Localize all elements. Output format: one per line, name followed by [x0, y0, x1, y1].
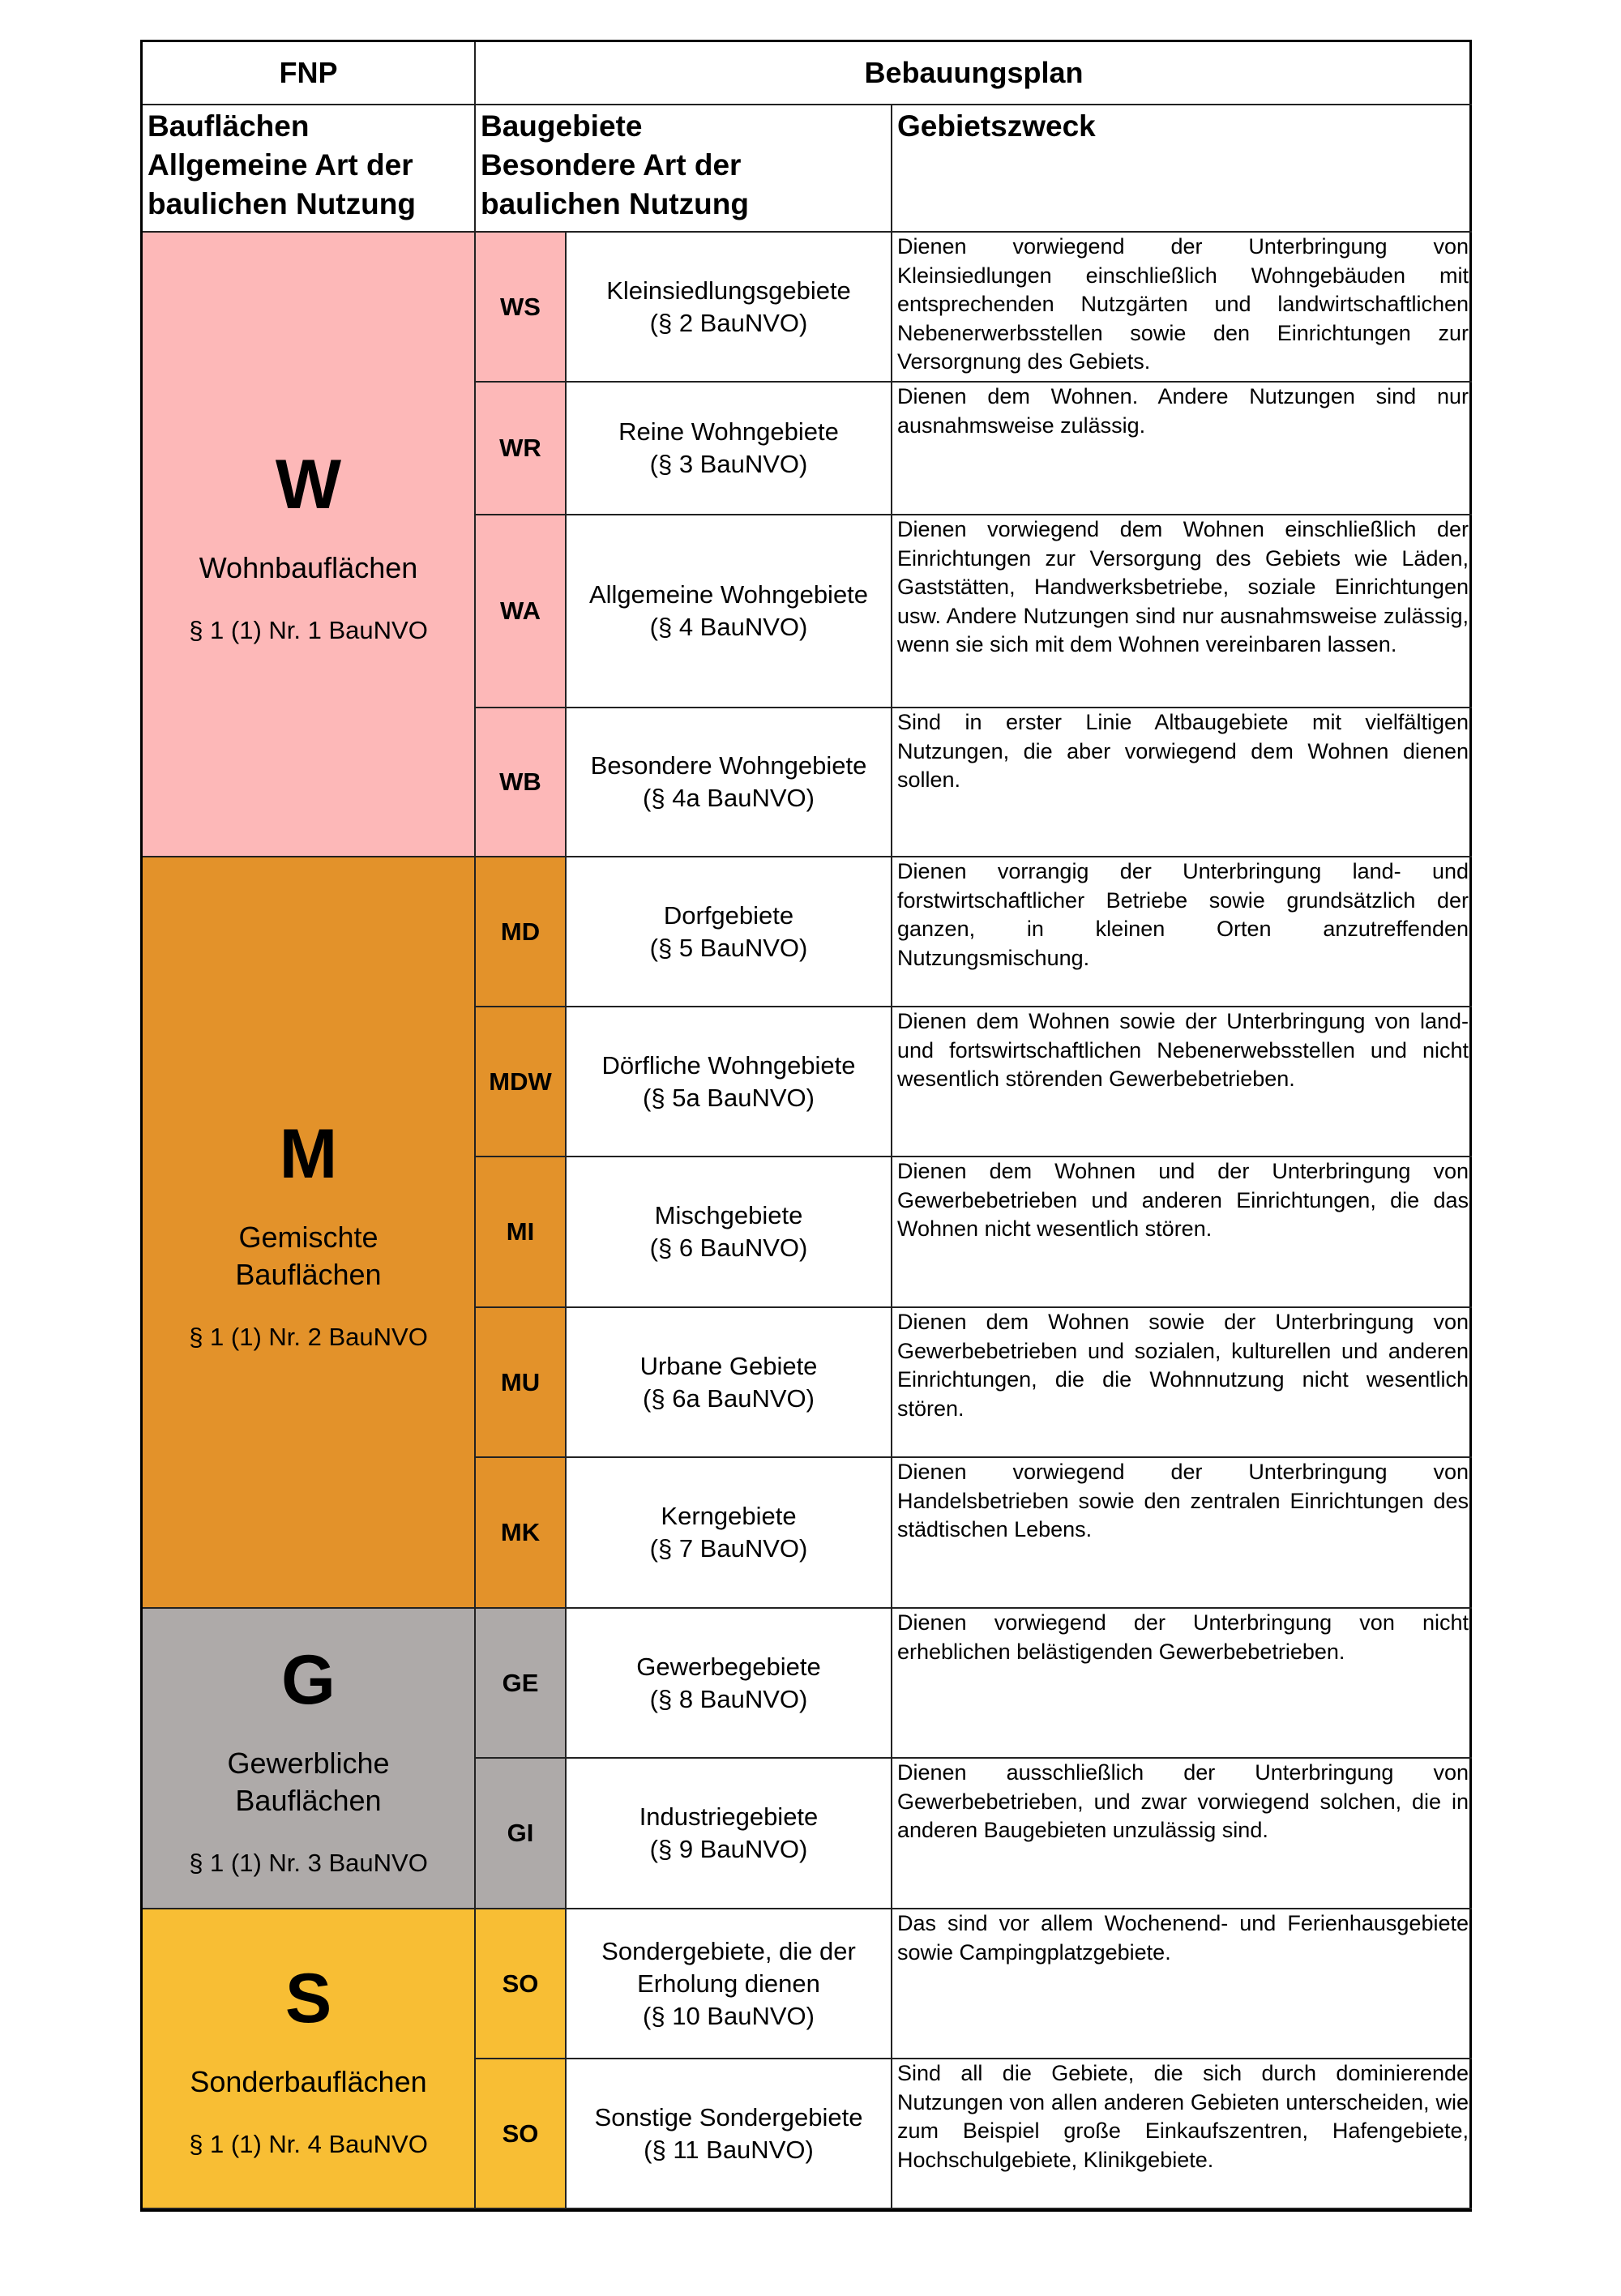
area-code: WR: [476, 383, 567, 515]
subheader-bauflaechen: Bauflächen Allgemeine Art der baulichen …: [143, 105, 476, 233]
group-name: Sonderbauflächen: [190, 2065, 427, 2098]
area-name: Sonstige Sondergebiete: [594, 2102, 863, 2131]
area-purpose: Dienen vorwiegend dem Wohnen einschließl…: [892, 515, 1472, 708]
area-purpose: Dienen vorwiegend der Unterbringung von …: [892, 1458, 1472, 1609]
subheader-gebietszweck: Gebietszweck: [892, 105, 1472, 233]
group-s: S Sonderbauflächen § 1 (1) Nr. 4 BauNVO: [143, 1909, 476, 2209]
area-reference: (§ 7 BauNVO): [649, 1534, 808, 1563]
area-name: Urbane Gebiete: [639, 1351, 818, 1380]
area-reference: (§ 11 BauNVO): [644, 2135, 814, 2164]
area-name: Dörfliche Wohngebiete: [601, 1050, 856, 1080]
area-name: Kerngebiete: [661, 1502, 797, 1530]
area-name-cell: Mischgebiete (§ 6 BauNVO): [567, 1157, 892, 1308]
area-reference: (§ 4a BauNVO): [643, 784, 815, 812]
group-name: Wohnbauflächen: [199, 550, 418, 584]
area-code: SO: [476, 2059, 567, 2209]
area-reference: (§ 10 BauNVO): [643, 2001, 815, 2030]
area-name-cell: Sonstige Sondergebiete (§ 11 BauNVO): [567, 2059, 892, 2209]
group-reference: § 1 (1) Nr. 3 BauNVO: [189, 1848, 428, 1877]
area-reference: (§ 5a BauNVO): [643, 1083, 815, 1112]
area-code: WA: [476, 515, 567, 708]
group-m: M Gemischte Bauflächen § 1 (1) Nr. 2 BauNV…: [143, 857, 476, 1609]
group-reference: § 1 (1) Nr. 2 BauNVO: [189, 1322, 428, 1351]
group-letter: M: [279, 1114, 338, 1193]
area-code: GE: [476, 1609, 567, 1759]
subheader-baugebiete: Baugebiete Besondere Art der baulichen N…: [476, 105, 892, 233]
area-name: Industriegebiete: [639, 1802, 819, 1831]
area-name: Kleinsiedlungsgebiete: [606, 276, 851, 305]
group-g: G Gewerbliche Bauflächen § 1 (1) Nr. 3 Bau…: [143, 1609, 476, 1909]
area-purpose: Sind in erster Linie Altbaugebiete mit v…: [892, 708, 1472, 857]
area-purpose: Dienen vorwiegend der Unterbringung von …: [892, 233, 1472, 383]
area-name: Besondere Wohngebiete: [590, 751, 867, 780]
area-purpose: Dienen vorwiegend der Unterbringung von …: [892, 1609, 1472, 1759]
area-purpose: Sind all die Gebiete, die sich durch dom…: [892, 2059, 1472, 2209]
group-letter: G: [281, 1640, 336, 1719]
area-purpose: Dienen ausschließlich der Unterbringung …: [892, 1759, 1472, 1909]
area-code: MK: [476, 1458, 567, 1609]
area-name: Dorfgebiete: [663, 900, 794, 930]
area-reference: (§ 6 BauNVO): [649, 1234, 808, 1262]
area-code: MI: [476, 1157, 567, 1308]
area-purpose: Dienen dem Wohnen und der Unterbringung …: [892, 1157, 1472, 1308]
area-code: GI: [476, 1759, 567, 1909]
header-fnp: FNP: [143, 42, 476, 105]
area-name-cell: Reine Wohngebiete (§ 3 BauNVO): [567, 383, 892, 515]
area-reference: (§ 2 BauNVO): [649, 308, 808, 337]
area-reference: (§ 3 BauNVO): [649, 450, 808, 478]
area-code: SO: [476, 1909, 567, 2059]
group-name: Gewerbliche Bauflächen: [227, 1746, 390, 1817]
area-code: WS: [476, 233, 567, 383]
area-name-cell: Dörfliche Wohngebiete (§ 5a BauNVO): [567, 1007, 892, 1157]
header-bebauungsplan: Bebauungsplan: [476, 42, 1472, 105]
area-name-cell: Gewerbegebiete (§ 8 BauNVO): [567, 1609, 892, 1759]
area-name-cell: Besondere Wohngebiete (§ 4a BauNVO): [567, 708, 892, 857]
area-name: Sondergebiete, die der Erholung dienen: [601, 1936, 856, 1998]
area-name-cell: Kerngebiete (§ 7 BauNVO): [567, 1458, 892, 1609]
area-reference: (§ 9 BauNVO): [649, 1835, 808, 1863]
group-reference: § 1 (1) Nr. 1 BauNVO: [189, 615, 428, 644]
group-reference: § 1 (1) Nr. 4 BauNVO: [189, 2130, 428, 2158]
area-purpose: Das sind vor allem Wochenend- und Ferien…: [892, 1909, 1472, 2059]
area-name: Gewerbegebiete: [636, 1652, 821, 1681]
group-letter: W: [275, 445, 342, 524]
area-reference: (§ 6a BauNVO): [643, 1383, 815, 1413]
area-name-cell: Kleinsiedlungsgebiete (§ 2 BauNVO): [567, 233, 892, 383]
area-reference: (§ 8 BauNVO): [649, 1684, 808, 1713]
area-purpose: Dienen dem Wohnen sowie der Unterbringun…: [892, 1308, 1472, 1458]
area-code: MDW: [476, 1007, 567, 1157]
group-w: W Wohnbauflächen § 1 (1) Nr. 1 BauNVO: [143, 233, 476, 857]
area-name-cell: Sondergebiete, die der Erholung dienen (§…: [567, 1909, 892, 2059]
baunutzung-table: FNP Bebauungsplan Bauflächen Allgemeine …: [140, 40, 1472, 2212]
area-code: MU: [476, 1308, 567, 1458]
area-purpose: Dienen vorrangig der Unterbringung land-…: [892, 857, 1472, 1007]
area-purpose: Dienen dem Wohnen. Andere Nutzungen sind…: [892, 383, 1472, 515]
area-reference: (§ 4 BauNVO): [649, 613, 808, 641]
area-name: Mischgebiete: [654, 1201, 803, 1229]
area-name-cell: Allgemeine Wohngebiete (§ 4 BauNVO): [567, 515, 892, 708]
group-name: Gemischte Bauflächen: [235, 1220, 382, 1291]
area-reference: (§ 5 BauNVO): [649, 933, 808, 962]
area-name-cell: Industriegebiete (§ 9 BauNVO): [567, 1759, 892, 1909]
area-name: Reine Wohngebiete: [618, 417, 839, 446]
area-name-cell: Dorfgebiete (§ 5 BauNVO): [567, 857, 892, 1007]
area-purpose: Dienen dem Wohnen sowie der Unterbringun…: [892, 1007, 1472, 1157]
area-code: WB: [476, 708, 567, 857]
area-code: MD: [476, 857, 567, 1007]
group-letter: S: [284, 1960, 332, 2037]
area-name-cell: Urbane Gebiete (§ 6a BauNVO): [567, 1308, 892, 1458]
area-name: Allgemeine Wohngebiete: [588, 580, 869, 609]
